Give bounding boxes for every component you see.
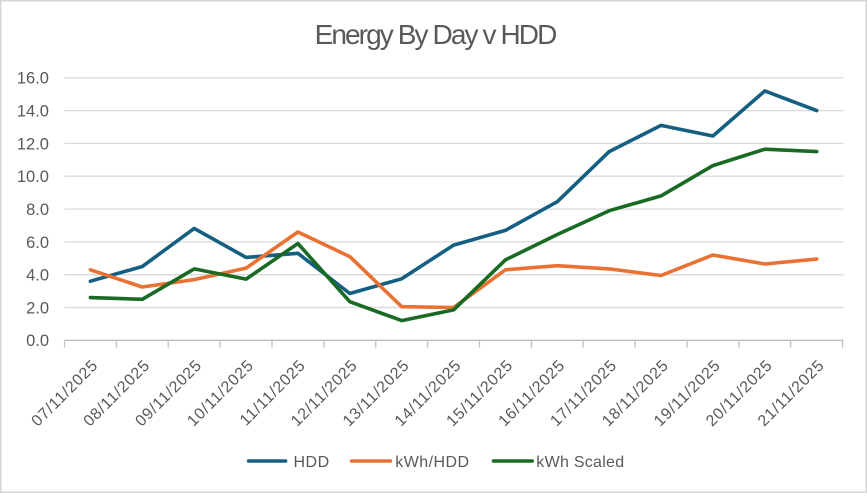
svg-text:16.0: 16.0 xyxy=(17,70,49,88)
svg-text:0.0: 0.0 xyxy=(26,332,49,350)
svg-text:4.0: 4.0 xyxy=(26,267,49,285)
svg-text:HDD: HDD xyxy=(294,454,330,471)
svg-text:8.0: 8.0 xyxy=(26,201,49,219)
svg-text:14.0: 14.0 xyxy=(17,103,49,121)
svg-text:2.0: 2.0 xyxy=(26,299,49,317)
svg-text:6.0: 6.0 xyxy=(26,234,49,252)
svg-text:kWh Scaled: kWh Scaled xyxy=(536,454,624,471)
svg-text:12.0: 12.0 xyxy=(17,135,49,153)
svg-text:kWh/HDD: kWh/HDD xyxy=(395,454,469,471)
svg-text:Energy By Day v HDD: Energy By Day v HDD xyxy=(315,19,557,50)
svg-text:10.0: 10.0 xyxy=(17,168,49,186)
